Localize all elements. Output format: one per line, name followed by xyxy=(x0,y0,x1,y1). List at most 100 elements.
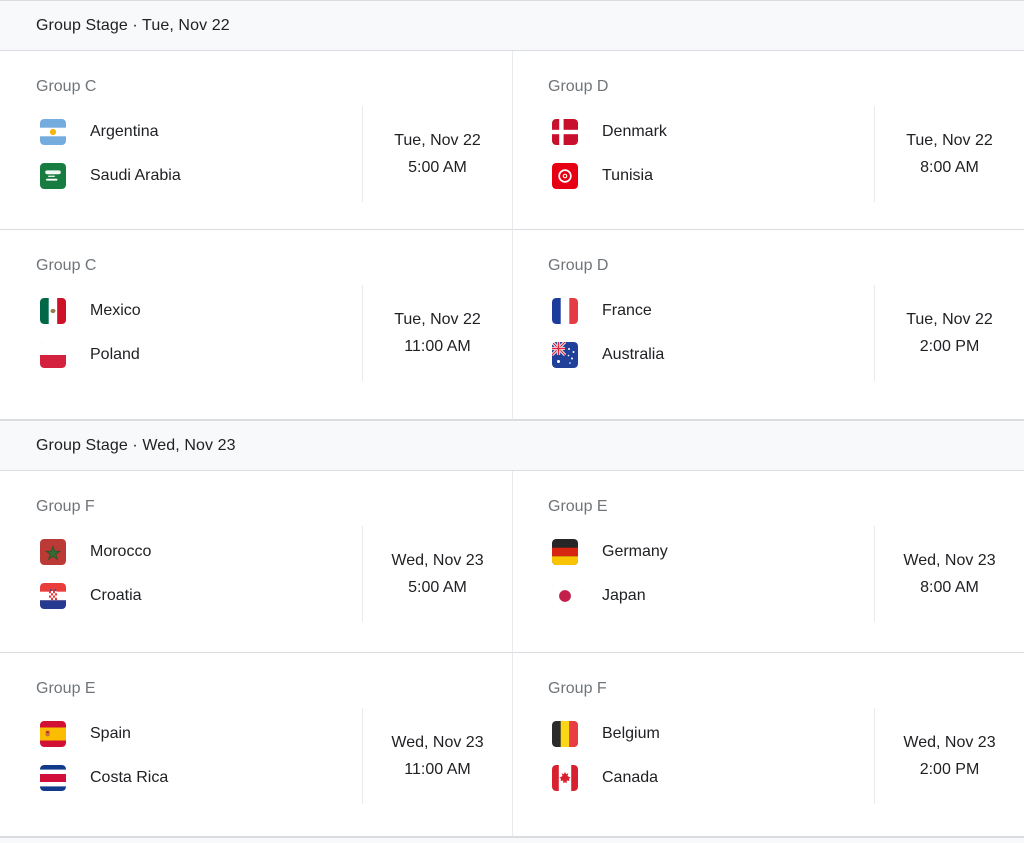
team-name: Denmark xyxy=(602,123,667,140)
team-name: Mexico xyxy=(90,302,141,319)
flag-germany-icon xyxy=(552,539,578,565)
schedule-section: Group Stage · Tue, Nov 22 Group C Argent… xyxy=(0,0,1024,420)
team-row[interactable]: Saudi Arabia xyxy=(36,163,362,189)
match-datetime: Tue, Nov 22 5:00 AM xyxy=(362,106,512,202)
team-row[interactable]: Germany xyxy=(548,539,874,565)
match-card[interactable]: Group F Morocco Croatia Wed, Nov 23 5:00… xyxy=(0,471,512,653)
match-card-body: Mexico Poland Tue, Nov 22 11:00 AM xyxy=(36,285,512,381)
match-card-body: Spain Costa Rica Wed, Nov 23 11:00 AM xyxy=(36,708,512,804)
group-label: Group C xyxy=(36,257,97,274)
section-header-label: Group Stage · Tue, Nov 22 xyxy=(36,16,230,34)
flag-poland-icon xyxy=(40,342,66,368)
group-label: Group D xyxy=(548,78,609,95)
team-name: Argentina xyxy=(90,123,159,140)
teams-list: Mexico Poland xyxy=(36,285,362,381)
match-datetime: Wed, Nov 23 5:00 AM xyxy=(362,526,512,622)
team-name: Saudi Arabia xyxy=(90,167,181,184)
flag-morocco-icon xyxy=(40,539,66,565)
team-row[interactable]: Canada xyxy=(548,765,874,791)
team-row[interactable]: Morocco xyxy=(36,539,362,565)
match-date: Wed, Nov 23 xyxy=(903,552,996,569)
match-card-body: Germany Japan Wed, Nov 23 8:00 AM xyxy=(548,526,1024,622)
match-card[interactable]: Group D Denmark Tunisia Tue, Nov 22 8:00… xyxy=(512,51,1024,230)
match-card[interactable]: Group F Belgium Canada Wed, Nov 23 2:00 … xyxy=(512,653,1024,837)
match-datetime: Wed, Nov 23 8:00 AM xyxy=(874,526,1024,622)
section-header-label: Group Stage · Wed, Nov 23 xyxy=(36,436,236,454)
teams-list: Argentina Saudi Arabia xyxy=(36,106,362,202)
flag-canada-icon xyxy=(552,765,578,791)
flag-mexico-icon xyxy=(40,298,66,324)
match-date: Wed, Nov 23 xyxy=(391,552,484,569)
team-name: Canada xyxy=(602,769,659,786)
match-datetime: Wed, Nov 23 11:00 AM xyxy=(362,708,512,804)
match-time: 5:00 AM xyxy=(408,579,467,596)
match-grid: Group C Argentina Saudi Arabia Tue, Nov … xyxy=(0,51,1024,420)
group-label: Group D xyxy=(548,257,609,274)
team-name: Poland xyxy=(90,346,140,363)
team-name: Tunisia xyxy=(602,167,653,184)
team-name: Belgium xyxy=(602,725,660,742)
group-label: Group E xyxy=(548,498,608,515)
team-row[interactable]: Tunisia xyxy=(548,163,874,189)
team-name: Croatia xyxy=(90,587,142,604)
team-name: Costa Rica xyxy=(90,769,169,786)
team-row[interactable]: Poland xyxy=(36,342,362,368)
match-card[interactable]: Group C Argentina Saudi Arabia Tue, Nov … xyxy=(0,51,512,230)
team-name: Morocco xyxy=(90,543,152,560)
teams-list: Spain Costa Rica xyxy=(36,708,362,804)
group-label: Group E xyxy=(36,680,96,697)
team-name: Australia xyxy=(602,346,665,363)
match-date: Wed, Nov 23 xyxy=(391,734,484,751)
schedule-section: Group Stage · Wed, Nov 23 Group F Morocc… xyxy=(0,420,1024,837)
match-date: Tue, Nov 22 xyxy=(394,132,481,149)
match-time: 2:00 PM xyxy=(919,761,980,778)
match-card[interactable]: Group E Germany Japan Wed, Nov 23 8:00 A… xyxy=(512,471,1024,653)
match-card-body: Argentina Saudi Arabia Tue, Nov 22 5:00 … xyxy=(36,106,512,202)
team-row[interactable]: Australia xyxy=(548,342,874,368)
flag-australia-icon xyxy=(552,342,578,368)
match-card[interactable]: Group C Mexico Poland Tue, Nov 22 11:00 … xyxy=(0,230,512,420)
match-card[interactable]: Group D France Australia Tue, Nov 22 2:0… xyxy=(512,230,1024,420)
match-card-body: Belgium Canada Wed, Nov 23 2:00 PM xyxy=(548,708,1024,804)
flag-japan-icon xyxy=(552,583,578,609)
next-section-header-peek xyxy=(0,837,1024,843)
match-time: 2:00 PM xyxy=(919,338,980,355)
group-label: Group F xyxy=(548,680,607,697)
flag-tunisia-icon xyxy=(552,163,578,189)
flag-argentina-icon xyxy=(40,119,66,145)
team-row[interactable]: Belgium xyxy=(548,721,874,747)
match-time: 8:00 AM xyxy=(920,579,979,596)
match-grid: Group F Morocco Croatia Wed, Nov 23 5:00… xyxy=(0,471,1024,837)
team-row[interactable]: France xyxy=(548,298,874,324)
team-row[interactable]: Costa Rica xyxy=(36,765,362,791)
flag-saudi-arabia-icon xyxy=(40,163,66,189)
team-row[interactable]: Japan xyxy=(548,583,874,609)
team-row[interactable]: Denmark xyxy=(548,119,874,145)
group-label: Group C xyxy=(36,78,97,95)
team-row[interactable]: Mexico xyxy=(36,298,362,324)
team-name: Spain xyxy=(90,725,131,742)
match-card[interactable]: Group E Spain Costa Rica Wed, Nov 23 11:… xyxy=(0,653,512,837)
teams-list: Morocco Croatia xyxy=(36,526,362,622)
team-row[interactable]: Croatia xyxy=(36,583,362,609)
match-date: Tue, Nov 22 xyxy=(394,311,481,328)
match-time: 11:00 AM xyxy=(404,761,471,778)
teams-list: Belgium Canada xyxy=(548,708,874,804)
section-header: Group Stage · Wed, Nov 23 xyxy=(0,420,1024,471)
match-time: 8:00 AM xyxy=(920,159,979,176)
match-time: 5:00 AM xyxy=(408,159,467,176)
teams-list: Denmark Tunisia xyxy=(548,106,874,202)
teams-list: Germany Japan xyxy=(548,526,874,622)
flag-spain-icon xyxy=(40,721,66,747)
flag-costa-rica-icon xyxy=(40,765,66,791)
flag-france-icon xyxy=(552,298,578,324)
team-row[interactable]: Spain xyxy=(36,721,362,747)
group-label: Group F xyxy=(36,498,95,515)
match-datetime: Wed, Nov 23 2:00 PM xyxy=(874,708,1024,804)
match-datetime: Tue, Nov 22 11:00 AM xyxy=(362,285,512,381)
flag-denmark-icon xyxy=(552,119,578,145)
team-row[interactable]: Argentina xyxy=(36,119,362,145)
teams-list: France Australia xyxy=(548,285,874,381)
